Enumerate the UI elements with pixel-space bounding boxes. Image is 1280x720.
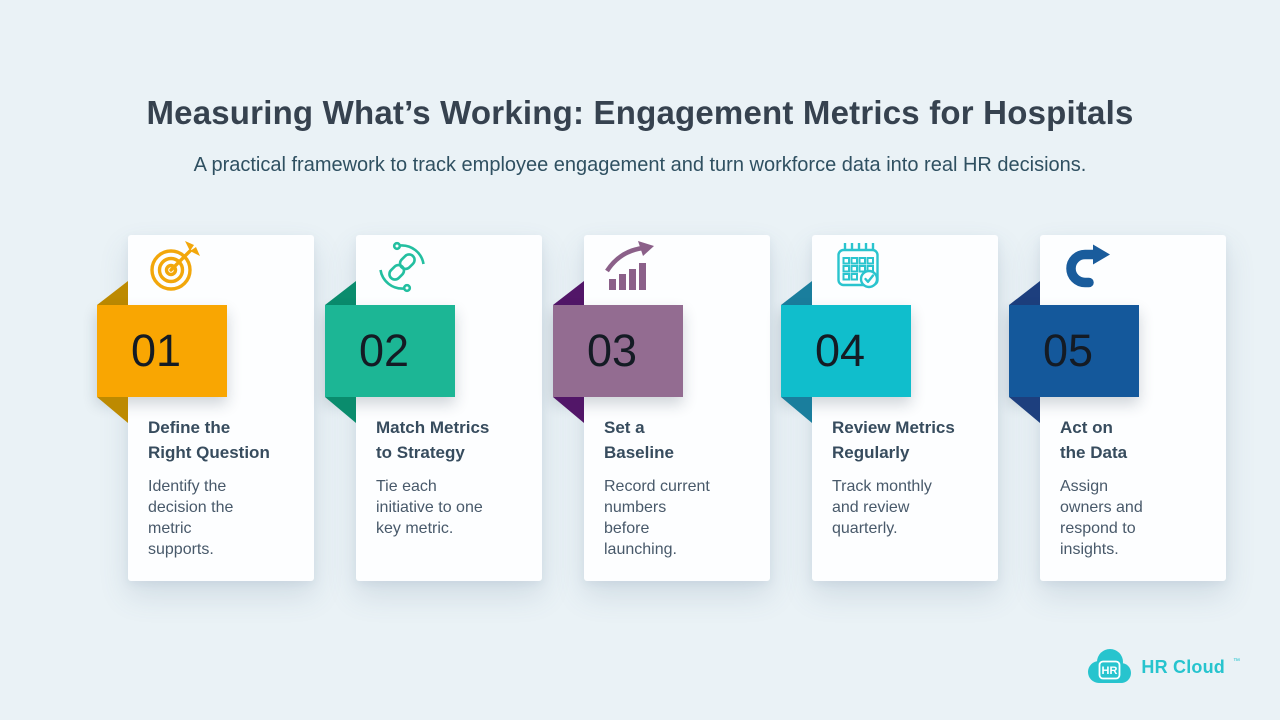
step-card-4: 04 Review Metrics Regularly Track monthl…	[781, 235, 998, 581]
step-card-3: 03 Set a Baseline Record current numbers…	[553, 235, 770, 581]
ribbon-fold-bottom	[325, 397, 356, 423]
step-number: 04	[815, 325, 866, 376]
step-title: Review Metrics Regularly	[832, 418, 955, 462]
step-description: Record current numbers before launching.	[604, 478, 710, 558]
logo-trademark: ™	[1233, 657, 1240, 665]
step-number-banner: 03	[553, 305, 683, 397]
step-description: Assign owners and respond to insights.	[1060, 478, 1143, 558]
step-card-1: 01 Define the Right Question Identify th…	[97, 235, 314, 581]
logo-badge-text: HR	[1102, 665, 1118, 677]
ribbon-fold-bottom	[1009, 397, 1040, 423]
calendar-check-icon	[830, 239, 886, 295]
ribbon-fold-top	[1009, 281, 1040, 305]
redo-arrow-icon	[1058, 239, 1114, 295]
step-number: 02	[359, 325, 410, 376]
link-icon	[374, 239, 430, 295]
logo-wordmark: HR Cloud	[1141, 656, 1225, 677]
step-number-banner: 05	[1009, 305, 1139, 397]
step-title: Match Metrics to Strategy	[376, 418, 490, 462]
step-description: Identify the decision the metric support…	[148, 478, 234, 558]
ribbon-fold-top	[781, 281, 812, 305]
page-title: Measuring What’s Working: Engagement Met…	[146, 94, 1134, 131]
hr-cloud-logo: HR HR Cloud ™	[1085, 645, 1240, 689]
ribbon-fold-top	[325, 281, 356, 305]
ribbon-fold-bottom	[97, 397, 128, 423]
ribbon-fold-bottom	[553, 397, 584, 423]
ribbon-fold-top	[553, 281, 584, 305]
ribbon-fold-top	[97, 281, 128, 305]
step-title: Define the Right Question	[148, 418, 270, 462]
step-number: 03	[587, 325, 638, 376]
page-subtitle: A practical framework to track employee …	[193, 154, 1087, 176]
step-number-banner: 02	[325, 305, 455, 397]
step-number-banner: 01	[97, 305, 227, 397]
step-title: Set a Baseline	[604, 418, 674, 462]
growth-chart-icon	[602, 239, 658, 295]
step-number-banner: 04	[781, 305, 911, 397]
step-title: Act on the Data	[1060, 418, 1128, 462]
step-number: 01	[131, 325, 182, 376]
target-icon	[146, 239, 202, 295]
step-number: 05	[1043, 325, 1094, 376]
hr-cloud-icon: HR	[1088, 649, 1132, 683]
step-description: Tie each initiative to one key metric.	[376, 478, 483, 537]
step-card-2: 02 Match Metrics to Strategy Tie each in…	[325, 235, 542, 581]
step-description: Track monthly and review quarterly.	[832, 478, 932, 537]
step-card-5: 05 Act on the Data Assign owners and res…	[1009, 235, 1226, 581]
ribbon-fold-bottom	[781, 397, 812, 423]
